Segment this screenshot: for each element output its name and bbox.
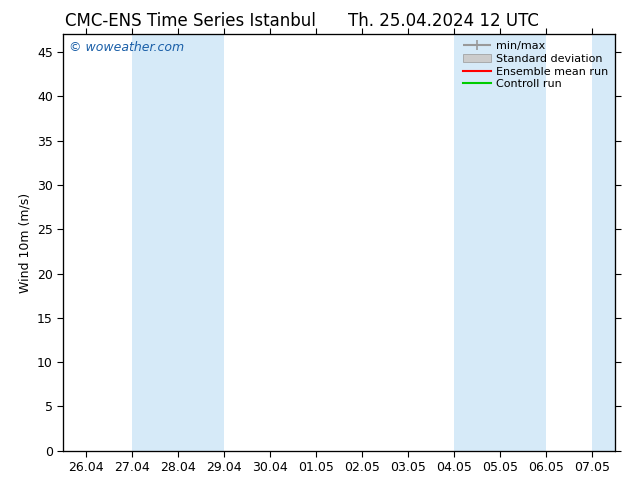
Y-axis label: Wind 10m (m/s): Wind 10m (m/s): [18, 193, 32, 293]
Text: Th. 25.04.2024 12 UTC: Th. 25.04.2024 12 UTC: [348, 12, 540, 30]
Text: © woweather.com: © woweather.com: [69, 41, 184, 53]
Bar: [592, 34, 615, 451]
Legend: min/max, Standard deviation, Ensemble mean run, Controll run: min/max, Standard deviation, Ensemble me…: [458, 37, 612, 94]
Bar: [454, 34, 546, 451]
Bar: [133, 34, 224, 451]
Text: CMC-ENS Time Series Istanbul: CMC-ENS Time Series Istanbul: [65, 12, 316, 30]
